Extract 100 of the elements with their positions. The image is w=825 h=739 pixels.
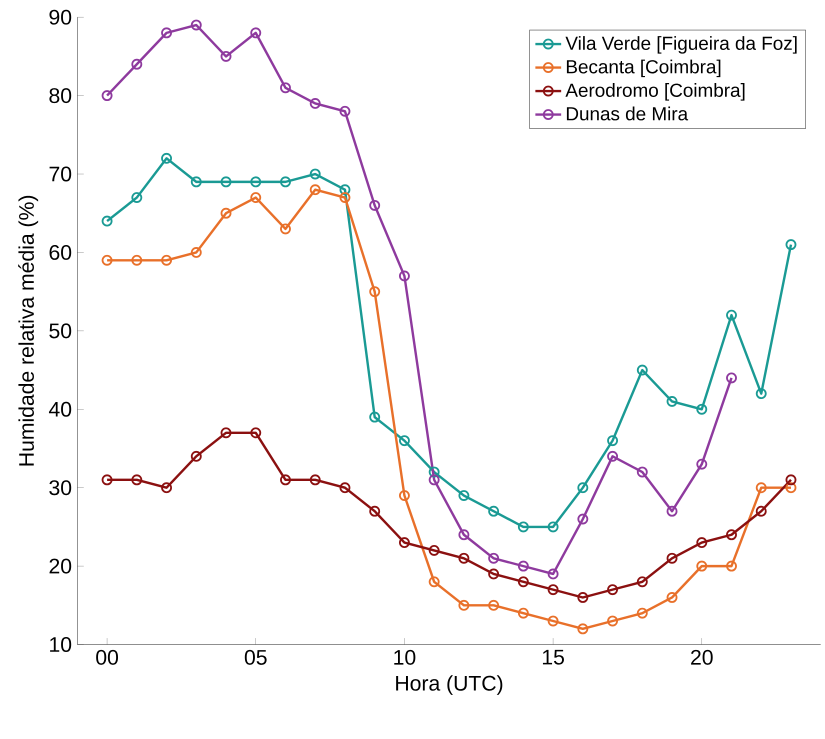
point [428, 474, 440, 486]
point [548, 616, 559, 626]
point [310, 168, 321, 180]
point [696, 404, 708, 415]
y-tick-label: 10 [50, 637, 72, 652]
point [280, 82, 291, 94]
point [369, 506, 380, 517]
point [102, 474, 113, 486]
y-tick-label: 60 [50, 244, 72, 260]
point [310, 474, 321, 486]
point [488, 568, 500, 580]
point [636, 576, 648, 588]
legend-label: Vila Verde [Figueira da Foz] [565, 36, 797, 54]
point [696, 537, 708, 548]
point [726, 560, 737, 572]
point [488, 552, 500, 564]
point [786, 239, 796, 250]
point [756, 388, 767, 399]
point [726, 529, 737, 540]
point [458, 600, 470, 611]
point [666, 396, 678, 407]
point [696, 560, 708, 572]
point [577, 514, 588, 524]
point [340, 482, 350, 494]
point [518, 608, 529, 619]
point [577, 592, 588, 603]
point [102, 90, 113, 102]
point [398, 490, 410, 501]
x-tick-label: 10 [394, 650, 416, 665]
point [636, 364, 648, 376]
point [398, 537, 410, 548]
point [369, 286, 380, 298]
point [428, 544, 440, 556]
point [398, 270, 410, 282]
y-tick-label: 80 [49, 88, 72, 104]
point [726, 372, 737, 384]
point [310, 98, 321, 109]
point [636, 608, 648, 619]
point [636, 466, 648, 478]
point [131, 192, 142, 203]
point [340, 184, 350, 196]
point [607, 616, 618, 626]
point [220, 208, 232, 219]
x-tick-label: 20 [691, 650, 713, 665]
y-axis-title: Humidade relativa média (%) [18, 196, 38, 466]
point [280, 223, 291, 234]
legend-label: Aerodromo [Coimbra] [565, 83, 744, 101]
point [666, 552, 678, 564]
point [131, 254, 142, 266]
point [190, 176, 202, 188]
point [577, 623, 588, 634]
point [786, 474, 796, 486]
point [190, 20, 202, 30]
point [161, 482, 172, 494]
point [280, 176, 291, 188]
point [458, 529, 470, 540]
point [131, 474, 142, 486]
legend-label: Becanta [Coimbra] [566, 60, 720, 78]
point [280, 474, 291, 486]
point [190, 246, 202, 258]
point [310, 184, 321, 196]
point [696, 458, 708, 470]
point [250, 192, 262, 203]
point [398, 435, 410, 446]
y-tick-label: 50 [49, 323, 72, 338]
point [220, 427, 232, 438]
point [250, 176, 262, 188]
point [340, 106, 350, 117]
point [102, 216, 113, 226]
point [250, 27, 262, 38]
y-tick-label: 40 [48, 402, 72, 417]
y-tick-label: 20 [50, 558, 72, 574]
point [220, 176, 232, 188]
point [548, 568, 559, 580]
point [756, 482, 767, 494]
point [161, 27, 172, 38]
point [518, 576, 529, 588]
legend-label: Dunas de Mira [566, 106, 688, 120]
y-tick-label: 90 [49, 10, 72, 25]
point [220, 50, 232, 62]
point [488, 506, 500, 517]
point [428, 466, 440, 478]
point [161, 254, 172, 266]
point [518, 560, 529, 572]
x-tick-label: 15 [542, 650, 564, 665]
point [250, 427, 262, 438]
point [607, 584, 618, 596]
point [666, 506, 678, 517]
point [340, 192, 350, 203]
point [131, 58, 142, 70]
point [548, 584, 559, 596]
point [190, 450, 202, 462]
y-tick-label: 70 [50, 166, 72, 182]
point [577, 482, 588, 494]
x-tick-label: 00 [96, 650, 118, 665]
point [458, 490, 470, 501]
x-axis-title: Hora (UTC) [396, 675, 502, 695]
point [726, 310, 737, 321]
point [428, 576, 440, 588]
y-tick-label: 30 [49, 480, 72, 496]
